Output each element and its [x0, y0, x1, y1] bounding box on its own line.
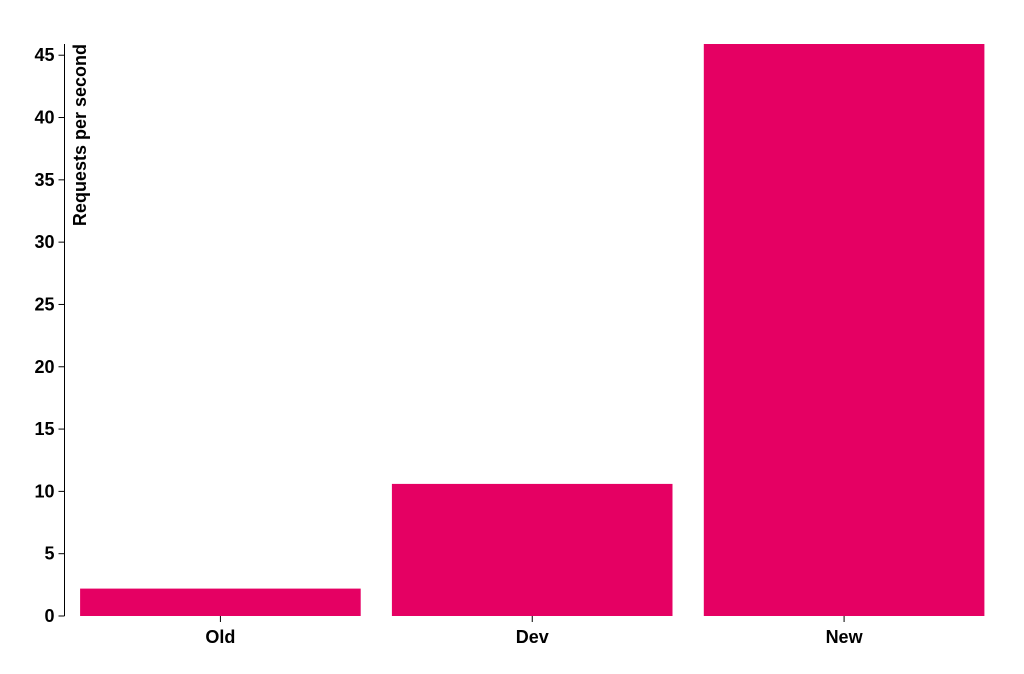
y-tick-label: 25	[34, 294, 54, 314]
y-tick-label: 5	[44, 544, 54, 564]
y-axis: 0 5 10 15 20 25 30 35 40 45	[34, 44, 65, 626]
bar-old	[80, 588, 361, 616]
x-tick-label: Old	[205, 627, 235, 647]
bar-new	[703, 44, 985, 616]
bars-group	[80, 44, 985, 616]
bar-dev	[391, 483, 673, 616]
y-tick-label: 45	[34, 45, 54, 65]
y-tick-label: 40	[34, 108, 54, 128]
y-tick-label: 35	[34, 170, 54, 190]
x-tick-label: New	[826, 627, 864, 647]
y-tick-label: 0	[44, 606, 54, 626]
x-tick-label: Dev	[516, 627, 549, 647]
x-axis: Old Dev New	[205, 616, 864, 647]
y-axis-title: Requests per second	[70, 44, 90, 226]
y-tick-label: 20	[34, 357, 54, 377]
y-tick-label: 10	[34, 481, 54, 501]
y-tick-label: 15	[34, 419, 54, 439]
y-tick-label: 30	[34, 232, 54, 252]
